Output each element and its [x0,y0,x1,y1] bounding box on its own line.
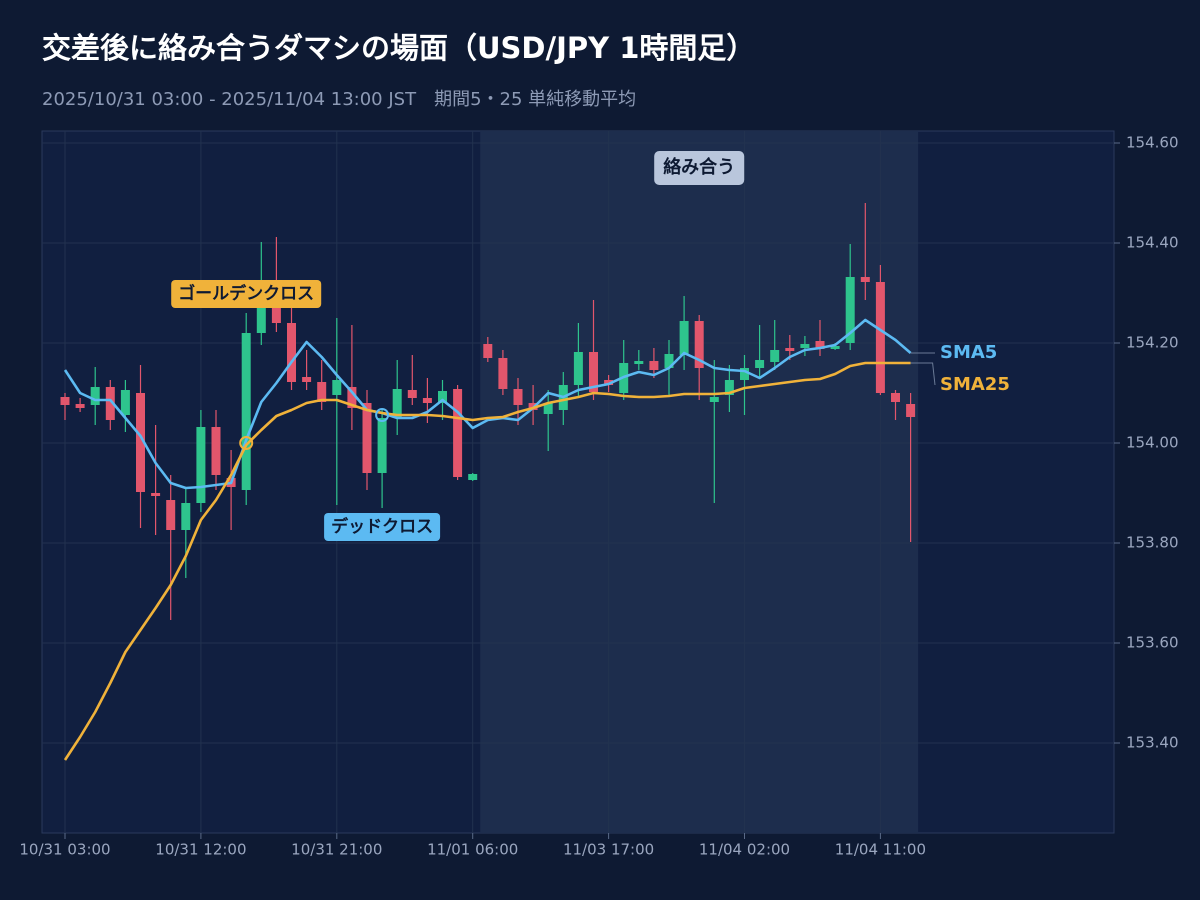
candle-body [136,393,145,492]
candle-body [347,387,357,408]
legend-label: SMA5 [940,342,997,363]
candle-body [362,403,372,473]
cross-marker [239,436,254,450]
candle-body [332,380,342,395]
y-tick-label: 153.40 [1126,734,1179,752]
candle-body [256,308,266,333]
y-tick-label: 153.60 [1126,634,1179,652]
cross-marker [375,408,390,422]
chart-subtitle: 2025/10/31 03:00 - 2025/11/04 13:00 JST … [42,89,636,110]
candle-body [845,277,855,343]
candle-body [438,391,447,403]
x-tick-label: 10/31 03:00 [19,841,110,859]
candle-body [891,393,900,402]
candle-body [468,474,478,480]
candle-body [105,387,115,420]
candle-body [830,346,840,349]
candle-body [60,397,70,405]
x-tick-label: 10/31 21:00 [291,841,382,859]
sma-line [63,318,912,490]
candle-body [573,352,583,385]
candle-body [271,305,281,323]
x-tick-label: 10/31 12:00 [155,841,246,859]
candle-body [815,341,825,349]
candle-body [151,493,161,496]
candle-body [377,418,387,473]
candle-body [724,380,734,395]
chart-title: 交差後に絡み合うダマシの場面（USD/JPY 1時間足） [42,31,755,65]
annotation-box [171,280,322,308]
x-tick-label: 11/04 11:00 [835,841,926,859]
candle-body [785,348,795,351]
x-tick-label: 11/04 02:00 [699,841,790,859]
candle-body [241,333,251,490]
candle-body [906,404,916,417]
candle-body [498,358,508,389]
candle-body [875,282,885,393]
candle-body [75,404,85,408]
annotation-box [324,513,441,541]
annotation: ゴールデンクロス [171,280,322,308]
candle-body [589,352,598,392]
candle-body [392,389,402,418]
y-tick-label: 154.20 [1126,334,1179,352]
candle-body [317,382,327,402]
y-tick-label: 153.80 [1126,534,1179,552]
candle-body [664,354,674,368]
highlight-label: 絡み合う [663,156,735,178]
y-tick-label: 154.60 [1126,134,1179,152]
candle-body [755,360,765,368]
sma-line [63,361,911,761]
legend-leader [910,362,936,386]
candle-body [709,397,719,402]
highlight-band [480,131,919,833]
candle-body [513,389,523,405]
candle-body [770,350,780,362]
candle-body [679,321,689,355]
highlight-annotation: 絡み合う [654,151,745,185]
candle-body [860,277,870,282]
x-tick-label: 11/03 17:00 [563,841,654,859]
x-tick-label: 11/01 06:00 [427,841,518,859]
candle-body [740,368,749,380]
candle-body [120,390,130,415]
candle-body [407,390,417,398]
candle-body [90,387,100,405]
candle-body [211,427,221,475]
annotation-label: ゴールデンクロス [178,283,314,304]
candle-body [166,500,176,530]
candle-body [422,398,432,403]
candle-body [649,361,659,370]
y-tick-label: 154.40 [1126,234,1179,252]
candle-body [453,389,463,477]
candle-body [287,323,296,382]
candle-body [634,361,644,364]
candle-body [483,344,493,358]
candle-body [302,377,312,382]
candle-body [694,321,704,368]
candle-body [604,380,614,385]
highlight-label-box [654,151,745,185]
candle-body [800,344,810,348]
annotation: デッドクロス [324,513,441,541]
candle-body [196,427,206,503]
annotation-label: デッドクロス [331,516,433,537]
y-tick-label: 154.00 [1126,434,1179,452]
candle-body [181,503,191,530]
candle-body [543,403,553,414]
legend-label: SMA25 [940,374,1010,395]
